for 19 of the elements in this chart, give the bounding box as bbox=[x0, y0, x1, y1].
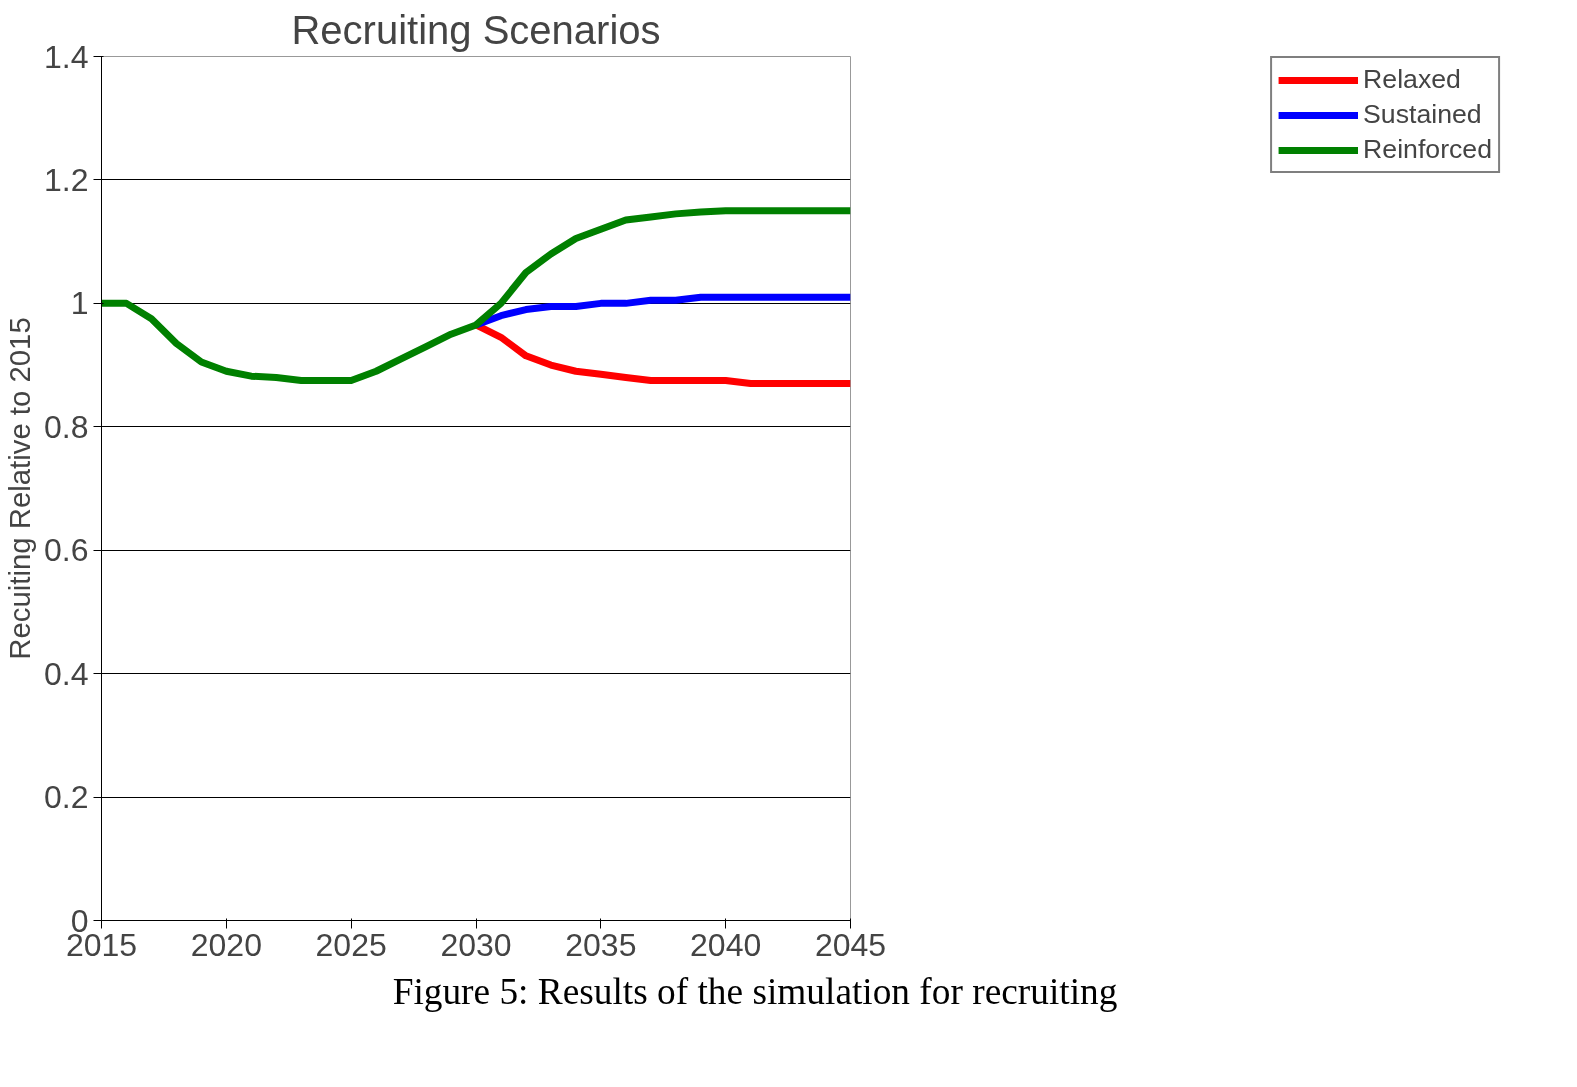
y-tick-label: 1.2 bbox=[44, 161, 89, 198]
x-tick-label: 2030 bbox=[440, 926, 512, 963]
legend-label: Reinforced bbox=[1363, 134, 1492, 165]
y-tick-label: 1 bbox=[70, 285, 89, 322]
legend-label: Relaxed bbox=[1363, 64, 1461, 95]
x-tick-label: 2035 bbox=[565, 926, 637, 963]
y-tick-label: 0.8 bbox=[44, 408, 89, 445]
y-tick-label: 0.4 bbox=[44, 655, 89, 692]
x-tick-label: 2040 bbox=[690, 926, 762, 963]
y-tick-label: 1.4 bbox=[44, 38, 89, 75]
x-tick-label: 2025 bbox=[315, 926, 387, 963]
legend-label: Sustained bbox=[1363, 99, 1482, 130]
y-tick-label: 0.6 bbox=[44, 532, 89, 569]
y-tick-label: 0.2 bbox=[44, 779, 89, 816]
x-tick-label: 2020 bbox=[190, 926, 262, 963]
chart-title: Recruiting Scenarios bbox=[291, 7, 661, 52]
caption: Figure 5: Results of the simulation for recruiting bbox=[392, 970, 1118, 1014]
y-axis-title: Recuiting Relative to 2015 bbox=[3, 317, 37, 660]
x-tick-label: 2045 bbox=[814, 926, 887, 963]
